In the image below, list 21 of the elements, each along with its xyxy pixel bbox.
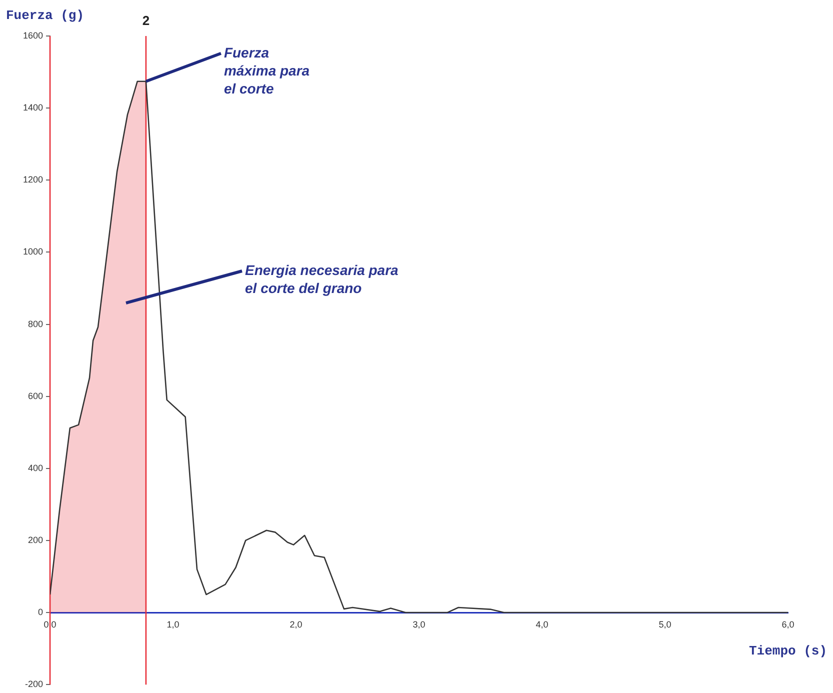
y-tick-label: 0 (38, 607, 44, 618)
y-tick-label: 800 (28, 318, 44, 329)
x-tick-label: 5,0 (658, 619, 672, 630)
x-tick-label: 2,0 (290, 619, 302, 630)
y-axis-title: Fuerza (g) (6, 8, 84, 23)
y-tick-label: -200 (25, 679, 44, 690)
text: 2 (142, 13, 150, 28)
annotation: Fuerza máxima para el corte (224, 44, 310, 96)
y-tick-label: 1400 (22, 102, 44, 113)
y-tick-label: 1000 (22, 246, 44, 257)
y-tick-label: 1200 (22, 174, 44, 185)
annotation: Energia necesaria para el corte del grano (245, 262, 399, 296)
y-tick-label: 1600 (22, 30, 44, 40)
x-tick-label: 6,0 (782, 619, 794, 630)
y-tick-label: 200 (28, 534, 44, 545)
x-axis-title: Tiempo (s) (748, 643, 827, 658)
y-tick-label: 600 (28, 390, 44, 401)
y-tick-label: 400 (28, 462, 44, 473)
x-tick-label: 4,0 (536, 619, 548, 630)
x-tick-label: 1,0 (166, 619, 180, 630)
x-tick-label: 3,0 (412, 619, 426, 630)
